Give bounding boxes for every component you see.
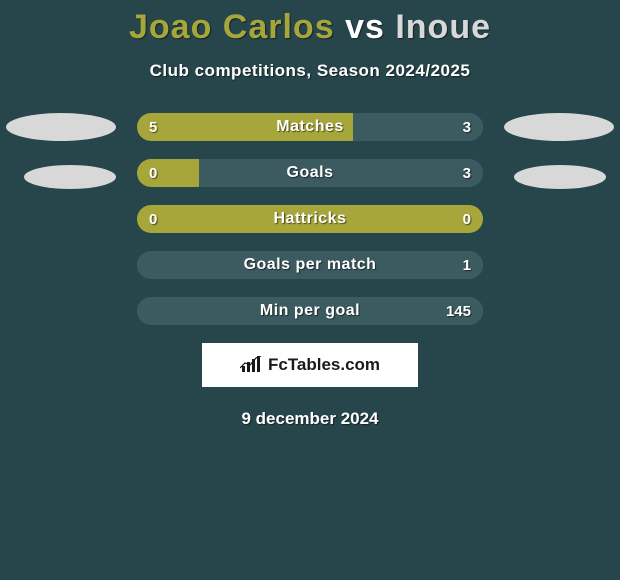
- bar-chart-icon: [240, 356, 262, 374]
- stat-value-right: 3: [463, 159, 471, 187]
- comparison-body: Matches53Goals03Hattricks00Goals per mat…: [0, 113, 620, 429]
- player1-name: Joao Carlos: [129, 8, 335, 46]
- stat-row: Goals0 3: [137, 159, 483, 187]
- stat-value-left: 5: [149, 113, 157, 141]
- stat-value-right: 1: [463, 251, 471, 279]
- logo-box: FcTables.com: [202, 343, 418, 387]
- logo-text: FcTables.com: [268, 355, 380, 375]
- stat-bars: Matches53Goals03Hattricks00Goals per mat…: [137, 113, 483, 325]
- stat-label: Matches: [137, 113, 483, 141]
- subtitle: Club competitions, Season 2024/2025: [0, 61, 620, 81]
- comparison-title: Joao Carlos vs Inoue: [0, 0, 620, 47]
- player1-placeholder-icon: [24, 165, 116, 189]
- vs-text: vs: [345, 8, 385, 46]
- stat-value-right: 3: [463, 113, 471, 141]
- stat-value-left: 0: [149, 205, 157, 233]
- player2-name: Inoue: [395, 8, 491, 46]
- stat-label: Min per goal: [137, 297, 483, 325]
- stat-row: Min per goal145: [137, 297, 483, 325]
- player2-placeholder-icon: [504, 113, 614, 141]
- stat-row: Matches5 3: [137, 113, 483, 141]
- stat-label: Goals: [137, 159, 483, 187]
- stat-row: Hattricks0 0: [137, 205, 483, 233]
- player1-placeholder-icon: [6, 113, 116, 141]
- player2-placeholder-icon: [514, 165, 606, 189]
- stat-label: Hattricks: [137, 205, 483, 233]
- date-text: 9 december 2024: [0, 409, 620, 429]
- stat-value-right: 0: [463, 205, 471, 233]
- stat-value-left: 0: [149, 159, 157, 187]
- stat-label: Goals per match: [137, 251, 483, 279]
- logo: FcTables.com: [240, 355, 380, 375]
- stat-value-right: 145: [446, 297, 471, 325]
- stat-row: Goals per match1: [137, 251, 483, 279]
